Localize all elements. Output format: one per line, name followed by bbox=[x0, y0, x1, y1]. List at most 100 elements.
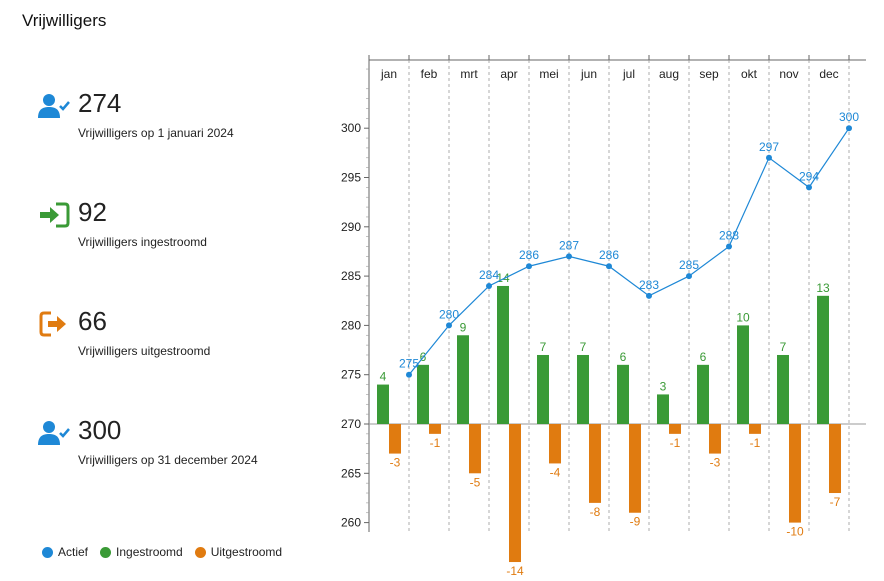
legend-label: Actief bbox=[58, 545, 89, 559]
bar-uitgestroomd bbox=[589, 424, 601, 503]
y-tick-label: 290 bbox=[341, 220, 361, 234]
y-tick-label: 285 bbox=[341, 269, 361, 283]
x-tick-label: dec bbox=[819, 67, 838, 81]
bar-uitgestroomd bbox=[469, 424, 481, 474]
data-label-actief: 294 bbox=[799, 169, 819, 183]
data-label-actief: 280 bbox=[439, 307, 459, 321]
bar-uitgestroomd bbox=[389, 424, 401, 454]
data-label-ingestroomd: 6 bbox=[700, 350, 707, 364]
x-tick-label: mei bbox=[539, 67, 558, 81]
x-tick-label: jul bbox=[622, 67, 635, 81]
legend-dot bbox=[100, 546, 112, 558]
kpi-value: 274 bbox=[78, 88, 122, 118]
data-label-uitgestroomd: -5 bbox=[470, 475, 481, 489]
point-actief bbox=[566, 253, 572, 260]
data-label-uitgestroomd: -14 bbox=[506, 564, 524, 578]
legend-dot bbox=[42, 546, 53, 558]
bar-uitgestroomd bbox=[629, 424, 641, 513]
x-tick-label: nov bbox=[779, 67, 798, 81]
data-label-uitgestroomd: -1 bbox=[430, 436, 441, 450]
data-label-ingestroomd: 13 bbox=[816, 281, 830, 295]
bar-ingestroomd bbox=[417, 364, 429, 424]
y-tick-label: 260 bbox=[341, 516, 361, 530]
x-tick-label: jun bbox=[580, 67, 597, 81]
y-tick-label: 300 bbox=[341, 121, 361, 135]
data-label-uitgestroomd: -7 bbox=[830, 495, 841, 509]
data-label-actief: 297 bbox=[759, 140, 779, 154]
legend-label: Uitgestroomd bbox=[210, 545, 283, 559]
data-label-ingestroomd: 7 bbox=[580, 340, 587, 354]
data-label-actief: 286 bbox=[519, 248, 539, 262]
bar-uitgestroomd bbox=[509, 424, 521, 563]
kpi-start: 274 Vrijwilligers op 1 januari 2024 bbox=[38, 88, 338, 148]
x-tick-label: mrt bbox=[460, 67, 478, 81]
kpi-value: 92 bbox=[78, 197, 107, 227]
kpi-inflow: 92 Vrijwilligers ingestroomd bbox=[38, 197, 338, 257]
data-label-uitgestroomd: -4 bbox=[550, 465, 561, 479]
sign-out-icon bbox=[39, 311, 66, 337]
kpi-label: Vrijwilligers ingestroomd bbox=[78, 235, 207, 249]
bar-ingestroomd bbox=[697, 364, 709, 424]
bar-ingestroomd bbox=[817, 295, 829, 424]
data-label-ingestroomd: 6 bbox=[620, 350, 627, 364]
data-label-actief: 300 bbox=[839, 110, 859, 124]
kpi-value: 300 bbox=[78, 415, 122, 445]
x-tick-label: aug bbox=[659, 67, 679, 81]
data-label-actief: 287 bbox=[559, 238, 579, 252]
line-actief bbox=[408, 127, 850, 376]
data-label-ingestroomd: 7 bbox=[540, 340, 547, 354]
legend-label: Ingestroomd bbox=[116, 545, 183, 559]
data-label-actief: 285 bbox=[679, 258, 699, 272]
legend-item-ingestroomd[interactable]: Ingestroomd bbox=[100, 545, 183, 559]
bar-uitgestroomd bbox=[789, 424, 801, 523]
bar-uitgestroomd bbox=[709, 424, 721, 454]
bar-uitgestroomd bbox=[749, 424, 761, 434]
data-label-uitgestroomd: -10 bbox=[786, 525, 804, 539]
data-label-uitgestroomd: -1 bbox=[670, 436, 681, 450]
user-check-icon bbox=[38, 421, 70, 445]
data-label-ingestroomd: 10 bbox=[736, 310, 750, 324]
x-tick-label: jan bbox=[380, 67, 397, 81]
bar-ingestroomd bbox=[377, 384, 389, 424]
x-tick-label: sep bbox=[699, 67, 719, 81]
data-label-uitgestroomd: -3 bbox=[390, 456, 401, 470]
y-tick-label: 275 bbox=[341, 368, 361, 382]
bar-ingestroomd bbox=[497, 285, 509, 424]
y-tick-label: 270 bbox=[341, 417, 361, 431]
bar-ingestroomd bbox=[537, 354, 549, 424]
bar-uitgestroomd bbox=[549, 424, 561, 464]
data-label-actief: 284 bbox=[479, 268, 499, 282]
legend-item-actief[interactable]: Actief bbox=[42, 545, 88, 559]
point-actief bbox=[846, 125, 852, 132]
data-label-ingestroomd: 7 bbox=[780, 340, 787, 354]
data-label-actief: 275 bbox=[399, 357, 419, 371]
page-title: Vrijwilligers bbox=[22, 11, 107, 30]
chart-legend: Actief Ingestroomd Uitgestroomd bbox=[42, 545, 294, 559]
y-tick-label: 265 bbox=[341, 466, 361, 480]
legend-dot bbox=[194, 546, 206, 558]
point-actief bbox=[486, 282, 492, 289]
kpi-value: 66 bbox=[78, 306, 107, 336]
x-tick-label: apr bbox=[500, 67, 517, 81]
data-label-uitgestroomd: -8 bbox=[590, 505, 601, 519]
data-label-ingestroomd: 3 bbox=[660, 379, 667, 393]
kpi-end: 300 Vrijwilligers op 31 december 2024 bbox=[38, 415, 338, 475]
kpi-label: Vrijwilligers uitgestroomd bbox=[78, 344, 211, 358]
bar-uitgestroomd bbox=[429, 424, 441, 434]
point-actief bbox=[766, 154, 772, 161]
data-label-uitgestroomd: -1 bbox=[750, 436, 761, 450]
kpi-label: Vrijwilligers op 1 januari 2024 bbox=[78, 126, 234, 140]
bar-ingestroomd bbox=[777, 354, 789, 424]
data-label-ingestroomd: 4 bbox=[380, 370, 387, 384]
kpi-label: Vrijwilligers op 31 december 2024 bbox=[78, 453, 258, 467]
point-actief bbox=[686, 273, 692, 280]
y-tick-label: 280 bbox=[341, 318, 361, 332]
x-tick-label: feb bbox=[421, 67, 438, 81]
point-actief bbox=[446, 322, 452, 329]
legend-item-uitgestroomd[interactable]: Uitgestroomd bbox=[194, 545, 283, 559]
user-check-icon bbox=[38, 94, 70, 118]
sign-in-icon bbox=[40, 202, 70, 228]
bar-uitgestroomd bbox=[829, 424, 841, 494]
kpi-outflow: 66 Vrijwilligers uitgestroomd bbox=[38, 306, 338, 366]
